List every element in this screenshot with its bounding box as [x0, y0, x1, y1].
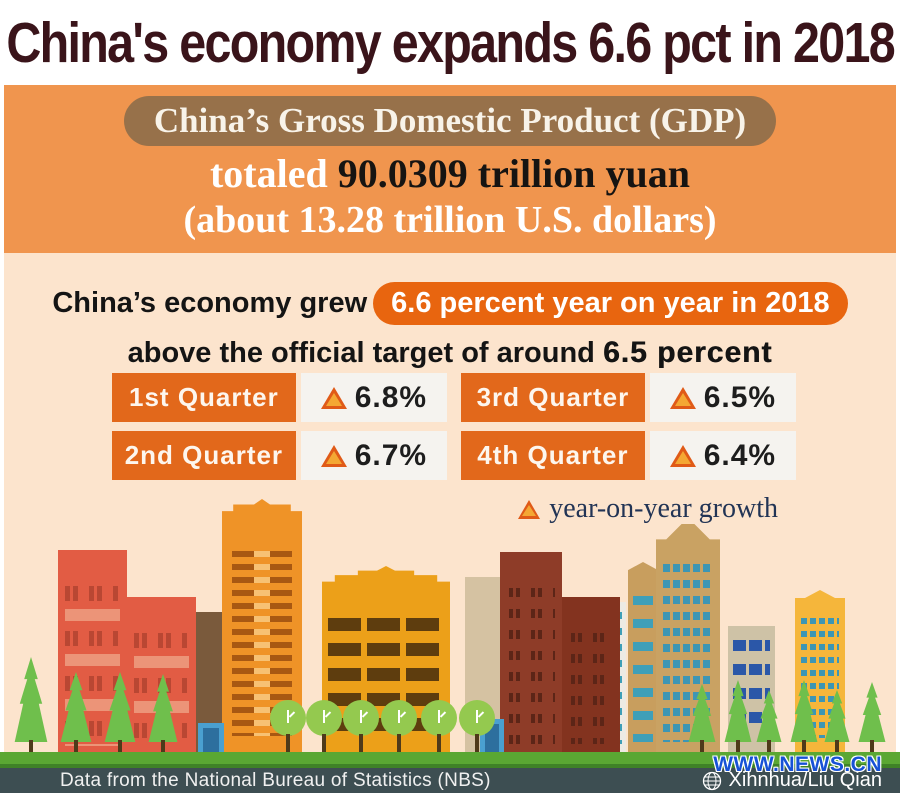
round-tree — [342, 700, 380, 752]
quarter-value-text: 6.5% — [703, 380, 777, 414]
quarter-value-text: 6.4% — [703, 438, 777, 472]
pine-tree — [60, 672, 92, 752]
blue-kiosk — [198, 723, 224, 752]
target-statement: above the official target of around 6.5 … — [4, 336, 896, 370]
target-value: 6.5 percent — [602, 336, 773, 369]
pine-tree — [790, 680, 818, 752]
tree-sprig — [287, 710, 289, 723]
pine-tree — [688, 684, 716, 752]
grass-strip — [0, 752, 900, 768]
gdp-pill-heading: China’s Gross Domestic Product (GDP) — [123, 96, 777, 146]
triangle-legend: year-on-year growth — [518, 493, 778, 525]
building-tan-peaked — [628, 580, 658, 752]
tree-sprig — [398, 710, 400, 723]
round-tree — [420, 700, 458, 752]
target-statement-prefix: above the official target of around — [127, 337, 603, 369]
headline-bar: China's economy expands 6.6 pct in 2018 — [0, 0, 900, 85]
quarter-label-q2: 2nd Quarter — [112, 431, 296, 480]
round-tree — [458, 700, 496, 752]
table-row: 2nd Quarter 6.7% 4th Quarter 6.4% — [112, 431, 796, 480]
growth-triangle-icon — [320, 444, 347, 467]
quarter-value-q2: 6.7% — [300, 431, 447, 480]
pine-tree — [14, 657, 48, 752]
pine-tree — [724, 680, 752, 752]
pine-tree — [756, 690, 782, 752]
gdp-usd-line: (about 13.28 trillion U.S. dollars) — [183, 199, 717, 241]
round-tree — [305, 700, 343, 752]
growth-statement: China’s economy grew 6.6 percent year on … — [4, 282, 896, 325]
tree-sprig — [360, 710, 362, 723]
quarter-label-q1: 1st Quarter — [112, 373, 296, 422]
growth-statement-prefix: China’s economy grew — [52, 287, 368, 319]
pine-tree — [148, 674, 178, 752]
growth-triangle-icon — [669, 386, 696, 409]
quarter-label-q4: 4th Quarter — [461, 431, 645, 480]
quarterly-growth-table: 1st Quarter 6.8% 3rd Quarter 6.5% 2nd Qu… — [112, 373, 796, 489]
growth-triangle-icon — [320, 386, 347, 409]
pine-tree — [858, 682, 886, 752]
footer-bar: Data from the National Bureau of Statist… — [0, 768, 900, 793]
quarter-value-q3: 6.5% — [649, 373, 796, 422]
globe-icon — [702, 771, 722, 791]
gdp-total-value: 90.0309 trillion yuan — [337, 151, 691, 196]
pine-tree — [104, 672, 136, 752]
growth-triangle-icon — [669, 444, 696, 467]
agency-credit: Xihnhua/Liu Qian — [702, 769, 882, 792]
page-title: China's economy expands 6.6 pct in 2018 — [6, 10, 895, 75]
credit-text: Xihnhua/Liu Qian — [728, 769, 882, 791]
quarter-value-q1: 6.8% — [300, 373, 447, 422]
quarter-value-text: 6.7% — [354, 438, 428, 472]
round-tree — [380, 700, 418, 752]
round-tree — [269, 700, 307, 752]
data-source-text: Data from the National Bureau of Statist… — [60, 769, 491, 791]
tree-sprig — [438, 710, 440, 723]
news-cn-watermark: WWW.NEWS.CN — [713, 753, 882, 776]
building-maroon-tall — [500, 552, 562, 752]
quarter-value-text: 6.8% — [354, 380, 428, 414]
growth-triangle-icon — [518, 499, 541, 519]
quarter-value-q4: 6.4% — [649, 431, 796, 480]
gdp-banner: China’s Gross Domestic Product (GDP) tot… — [4, 85, 896, 253]
tree-sprig — [323, 710, 325, 723]
legend-label: year-on-year growth — [549, 493, 778, 524]
building-maroon-short — [562, 597, 620, 752]
gdp-total-label: totaled — [209, 151, 338, 196]
table-row: 1st Quarter 6.8% 3rd Quarter 6.5% — [112, 373, 796, 422]
quarter-label-q3: 3rd Quarter — [461, 373, 645, 422]
pine-tree — [824, 690, 850, 752]
tree-sprig — [476, 710, 478, 723]
city-skyline-illustration — [0, 492, 900, 752]
gdp-total-line: totaled 90.0309 trillion yuan — [4, 150, 896, 198]
growth-highlight-pill: 6.6 percent year on year in 2018 — [373, 282, 848, 325]
